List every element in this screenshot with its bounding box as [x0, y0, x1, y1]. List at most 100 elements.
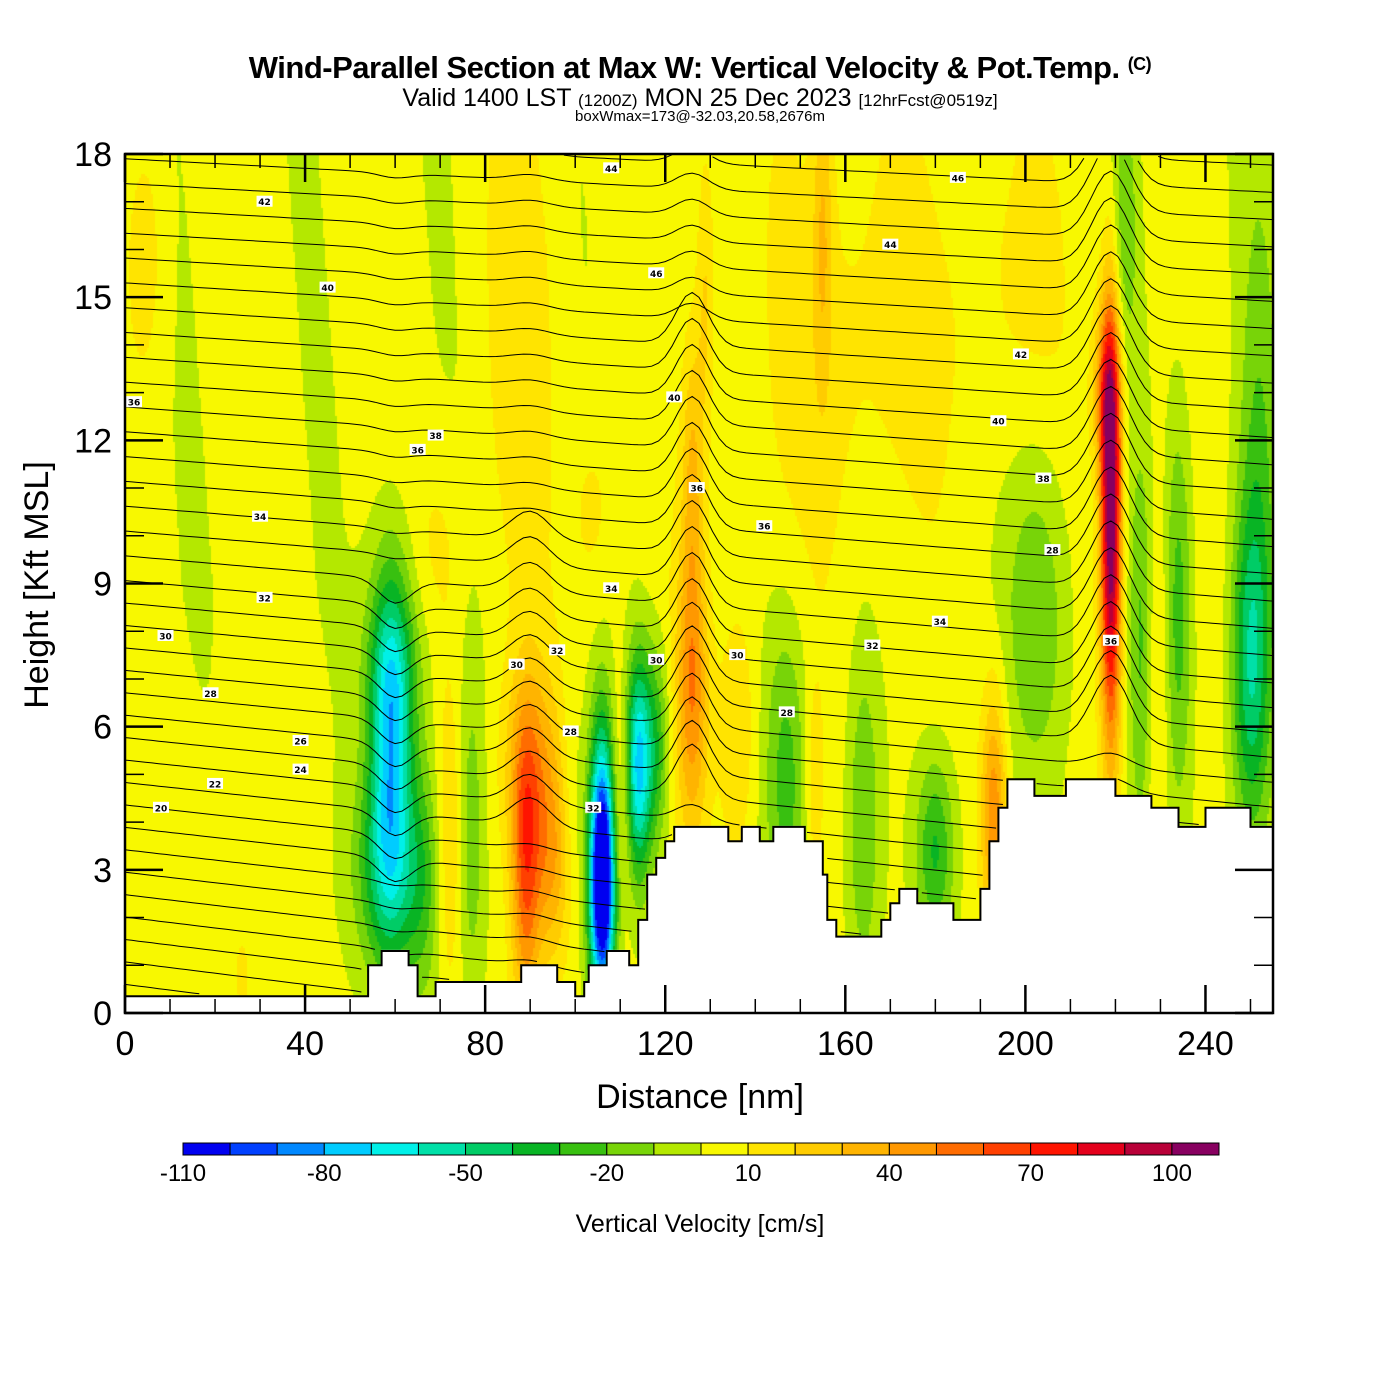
svg-text:44: 44: [605, 165, 618, 175]
colorbar-swatch: [983, 1142, 1032, 1156]
colorbar-swatch: [465, 1142, 514, 1156]
theta-contour: [124, 669, 1274, 783]
colorbar-tick-label: -110: [160, 1160, 206, 1187]
colorbar-swatch: [935, 1142, 985, 1156]
colorbar-tick-label: 10: [735, 1160, 762, 1187]
svg-text:22: 22: [209, 780, 222, 790]
svg-text:42: 42: [258, 198, 271, 208]
colorbar-tick-label: 100: [1152, 1160, 1192, 1187]
svg-text:40: 40: [668, 394, 681, 404]
theta-contour-label: 46: [949, 171, 966, 184]
theta-contour: [124, 251, 1274, 330]
svg-text:38: 38: [1037, 475, 1050, 485]
theta-contour-label: 30: [157, 629, 174, 642]
x-axis-title: Distance [nm]: [596, 1078, 804, 1116]
theta-contour: [422, 976, 450, 980]
theta-contour-label: 30: [648, 653, 665, 666]
y-axis: 0 3 6 9 12 15 18: [74, 136, 112, 1033]
x-tick-label: 200: [997, 1025, 1054, 1063]
svg-text:30: 30: [731, 652, 744, 662]
box-wmax-info: boxWmax=173@-32.03,20.58,2676m: [575, 108, 825, 125]
theta-contour: [124, 448, 1274, 548]
colorbar-swatch: [747, 1142, 796, 1156]
theta-contour: [1137, 160, 1274, 193]
colorbar-swatch: [841, 1142, 890, 1156]
theta-contour-label: 30: [729, 649, 746, 662]
theta-contour-label: 34: [252, 510, 269, 523]
theta-contour: [124, 158, 1098, 208]
theta-contour-label: 32: [549, 644, 566, 657]
theta-contour-label: 38: [1035, 472, 1052, 485]
colorbar-swatch: [229, 1142, 278, 1156]
theta-contour: [124, 894, 605, 953]
svg-text:28: 28: [564, 728, 577, 738]
colorbar-swatch: [417, 1142, 467, 1156]
theta-contour: [124, 826, 646, 887]
theta-contour: [124, 170, 1274, 248]
svg-text:32: 32: [258, 594, 271, 604]
theta-contour: [124, 759, 740, 826]
theta-contour: [124, 278, 1274, 357]
theta-contour: [124, 474, 1274, 575]
y-tick-label: 12: [74, 422, 112, 460]
svg-text:44: 44: [884, 241, 897, 251]
theta-contour: [124, 625, 1274, 734]
colorbar-swatch: [1124, 1142, 1173, 1156]
colorbar-swatch: [1171, 1142, 1220, 1156]
theta-contour: [1117, 778, 1274, 808]
theta-contour-label: 44: [603, 162, 620, 175]
theta-contour: [124, 395, 1274, 493]
colorbar-swatch: [888, 1142, 937, 1156]
theta-contour: [840, 931, 862, 935]
theta-contour: [124, 601, 1274, 709]
x-tick-label: 240: [1177, 1025, 1234, 1063]
theta-contour-label: 36: [1102, 634, 1119, 647]
svg-text:28: 28: [781, 709, 794, 719]
theta-contour: [712, 156, 1085, 182]
colorbar-swatch: [276, 1142, 325, 1156]
theta-contour: [124, 939, 362, 970]
colorbar-swatch: [606, 1142, 655, 1156]
theta-contour-label: 28: [778, 706, 795, 719]
theta-contour: [124, 197, 1274, 275]
theta-contour: [124, 647, 1274, 758]
colorbar-tick-label: -80: [307, 1160, 342, 1187]
colorbar-swatch: [700, 1142, 749, 1156]
copyright-mark: (C): [1127, 54, 1152, 74]
x-tick-label: 120: [637, 1025, 694, 1063]
theta-contour: [124, 369, 1274, 466]
y-tick-label: 18: [74, 136, 112, 174]
theta-contour-label: 42: [1012, 348, 1029, 361]
theta-contour: [921, 892, 976, 900]
theta-contour: [124, 983, 200, 995]
svg-text:32: 32: [551, 647, 564, 657]
colorbar-swatch: [1030, 1142, 1079, 1156]
theta-contour: [124, 849, 646, 910]
theta-contour-label: 32: [256, 591, 273, 604]
x-tick-label: 80: [466, 1025, 504, 1063]
colorbar-tick-label: -20: [589, 1160, 624, 1187]
y-tick-label: 0: [93, 995, 112, 1033]
svg-text:24: 24: [294, 766, 307, 776]
terrain-outline: [125, 778, 1273, 998]
theta-contour: [557, 966, 585, 973]
svg-text:36: 36: [128, 399, 141, 409]
colorbar-swatch: [323, 1142, 372, 1156]
theta-contour: [124, 916, 376, 950]
x-axis: 0 40 80 120 160 200 240: [116, 1025, 1234, 1063]
theta-contour: [124, 961, 362, 993]
theta-contour-label: 40: [319, 281, 336, 294]
theta-contour: [124, 782, 673, 840]
svg-text:28: 28: [204, 690, 217, 700]
svg-text:34: 34: [605, 585, 618, 595]
theta-contour: [806, 831, 983, 852]
colorbar-swatch: [559, 1142, 608, 1156]
colorbar-tick-label: 70: [1017, 1160, 1044, 1187]
svg-text:28: 28: [1046, 547, 1059, 557]
svg-text:32: 32: [866, 642, 879, 652]
theta-contour: [124, 804, 652, 863]
colorbar-tick-label: -50: [448, 1160, 483, 1187]
theta-contour: [827, 857, 983, 876]
svg-text:26: 26: [294, 737, 307, 747]
